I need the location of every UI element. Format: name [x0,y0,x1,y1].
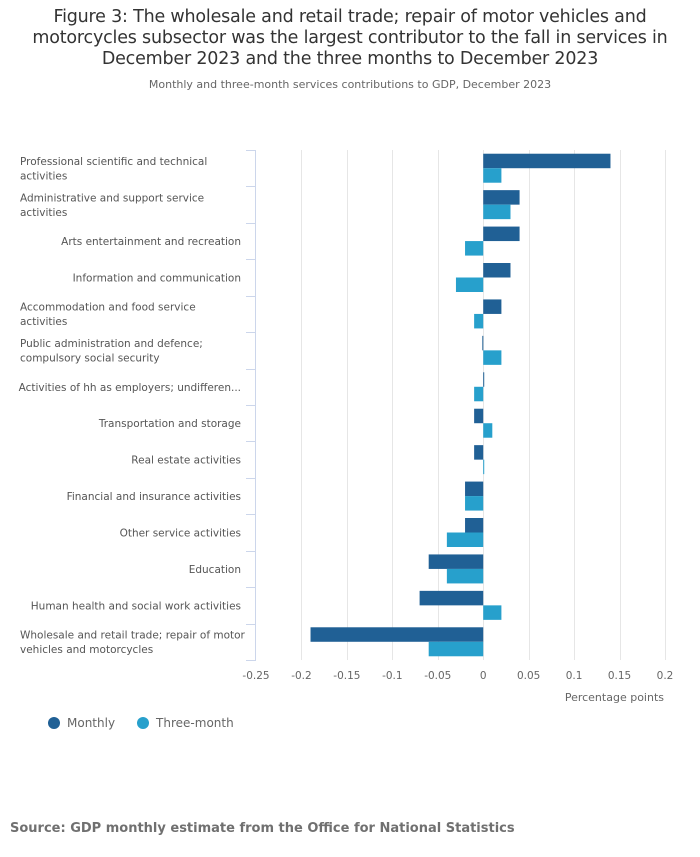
x-axis-tick-labels: -0.25 -0.2 -0.15 -0.1 -0.05 0 0.05 0.1 0.15 0.2 [242,670,673,682]
category-labels: Professional scientific and technical act… [19,156,246,656]
category-label-line: Other service activities [120,528,241,540]
category-label: Information and communication [73,273,241,285]
category-label: Transportation and storage [98,418,241,430]
category-label: Human health and social work activities [31,600,241,612]
y-axis [246,150,256,661]
gridlines [301,150,666,660]
legend: Monthly Three-month [48,716,234,730]
category-label-line: Education [189,564,241,576]
category-label: Other service activities [120,528,241,540]
bar-three-month[interactable] [483,605,502,620]
bar-three-month[interactable] [483,204,511,220]
x-tick-label: -0.25 [242,670,269,682]
legend-item-monthly[interactable]: Monthly [48,716,115,730]
bar-monthly[interactable] [482,335,484,351]
category-label-line: activities [20,316,67,328]
category-label: Administrative and support service activi… [20,192,204,219]
x-tick-label: 0.05 [517,670,540,682]
bar-three-month[interactable] [483,350,502,365]
x-tick-label: 0.1 [566,670,583,682]
bar-monthly[interactable] [474,408,484,424]
bar-monthly[interactable] [465,518,484,533]
legend-marker-monthly [48,717,60,729]
category-label-line: Arts entertainment and recreation [61,236,241,248]
category-label-line: Public administration and defence; [20,338,203,350]
x-tick-label: 0 [480,670,487,682]
legend-label-three-month: Three-month [156,716,234,730]
category-label-line: compulsory social security [20,353,160,365]
bar-monthly[interactable] [483,372,485,387]
bar-monthly[interactable] [419,590,484,606]
category-label: Real estate activities [131,455,241,467]
bars [310,153,611,657]
bar-three-month[interactable] [428,641,484,657]
category-label-line: Wholesale and retail trade; repair of mo… [20,630,246,642]
bar-three-month[interactable] [446,532,484,548]
bar-three-month[interactable] [455,277,484,293]
bar-three-month[interactable] [465,496,484,511]
chart-title-line: motorcycles subsector was the largest co… [32,28,668,48]
category-label-line: activities [20,170,67,182]
bar-monthly[interactable] [483,226,520,242]
source-note: Source: GDP monthly estimate from the Of… [10,821,515,836]
category-label: Public administration and defence; compul… [20,338,203,365]
category-label: Activities of hh as employers; undiffere… [19,382,241,394]
category-label: Financial and insurance activities [67,491,241,503]
bar-chart: Professional scientific and technical act… [19,150,673,704]
category-label: Education [189,564,241,576]
x-tick-label: -0.2 [291,670,312,682]
x-tick-label: 0.2 [657,670,674,682]
bar-monthly[interactable] [465,481,484,497]
bar-monthly[interactable] [483,153,611,169]
category-label-line: Activities of hh as employers; undiffere… [19,382,241,394]
bar-monthly[interactable] [483,190,520,205]
bar-three-month[interactable] [474,386,484,402]
bar-three-month[interactable] [465,241,484,256]
category-label-line: Information and communication [73,273,241,285]
category-label-line: Professional scientific and technical [20,156,207,168]
chart-title-line: Figure 3: The wholesale and retail trade… [53,7,647,27]
category-label: Accommodation and food service activities [20,302,196,329]
category-label-line: Real estate activities [131,455,241,467]
category-label-line: Accommodation and food service [20,302,196,314]
chart-subtitle: Monthly and three-month services contrib… [148,78,552,91]
category-label: Arts entertainment and recreation [61,236,241,248]
bar-monthly[interactable] [483,263,511,278]
category-label: Wholesale and retail trade; repair of mo… [20,630,246,657]
category-label-line: vehicles and motorcycles [20,644,153,656]
bar-monthly[interactable] [474,445,484,460]
bar-three-month[interactable] [483,423,493,438]
category-label-line: Financial and insurance activities [67,491,241,503]
x-tick-label: -0.1 [382,670,403,682]
legend-item-three-month[interactable]: Three-month [137,716,234,730]
bar-monthly[interactable] [483,299,502,314]
legend-marker-three-month [137,717,150,729]
category-label: Professional scientific and technical act… [20,156,207,183]
category-label-line: Transportation and storage [98,418,241,430]
bar-monthly[interactable] [310,627,484,642]
chart-title: Figure 3: The wholesale and retail trade… [0,7,700,70]
x-tick-label: 0.15 [608,670,631,682]
category-label-line: Human health and social work activities [31,600,241,612]
chart-title-line: December 2023 and the three months to De… [101,49,599,69]
x-tick-label: -0.05 [424,670,451,682]
category-label-line: Administrative and support service [20,192,204,204]
bar-three-month[interactable] [483,459,485,475]
bar-three-month[interactable] [483,168,502,183]
bar-three-month[interactable] [474,313,484,329]
bar-monthly[interactable] [428,554,484,569]
x-axis-title: Percentage points [565,691,664,704]
category-label-line: activities [20,207,67,219]
x-tick-label: -0.15 [333,670,360,682]
bar-three-month[interactable] [446,568,484,584]
legend-label-monthly: Monthly [67,716,116,730]
